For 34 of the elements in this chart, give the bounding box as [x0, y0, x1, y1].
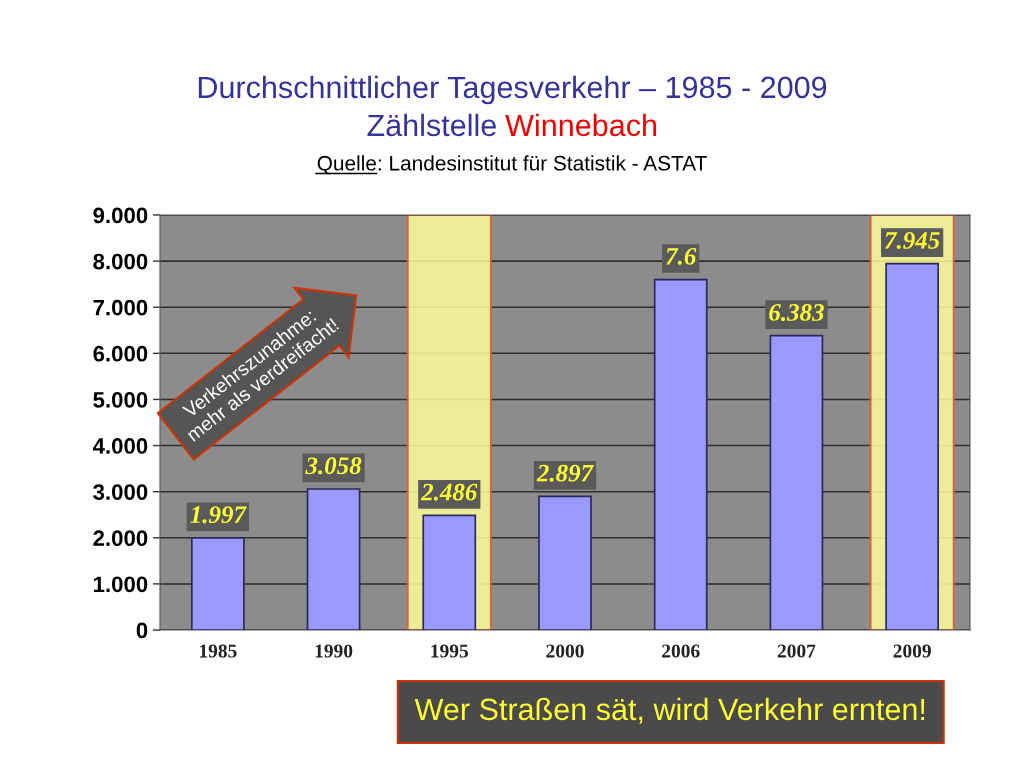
y-tick-label: 3.000 [93, 484, 148, 500]
y-tick-label: 4.000 [92, 438, 148, 454]
x-tick-label: 1985 [199, 644, 237, 658]
x-tick-label: 2000 [546, 644, 584, 658]
data-label: 1.997 [190, 506, 247, 524]
y-tick-label: 2.000 [93, 530, 148, 547]
x-tick-label: 1990 [315, 644, 353, 658]
bar [538, 495, 592, 630]
chart-title: Durchschnittlicher Tagesverkehr – 1985 - 2009 [198, 75, 827, 105]
bar [653, 278, 708, 630]
y-tick-label: 7.000 [93, 299, 148, 316]
data-label: 2.897 [536, 464, 594, 482]
y-tick-label: 1.000 [93, 576, 148, 593]
y-tick-label: 6.000 [93, 345, 148, 362]
y-tick-label: 0 [136, 622, 148, 639]
bar [190, 537, 245, 630]
y-tick-label: 8.000 [93, 253, 148, 270]
data-label: 7.6 [666, 247, 697, 265]
x-tick-label: 2009 [893, 644, 931, 658]
bar [306, 488, 361, 630]
chart-subtitle: Zählstelle Winnebach [367, 113, 657, 137]
y-tick-label: 5.000 [93, 391, 148, 408]
text: Wer Straßen sät, wird Verkehr ernten! [414, 697, 925, 724]
source-note: Quelle: Landesinstitut für Statistik - ASTAT [317, 155, 707, 175]
bar [769, 334, 824, 630]
y-tick-label: 9.000 [93, 207, 148, 224]
data-label: 2.486 [420, 483, 478, 501]
bar [422, 514, 477, 630]
x-tick-label: 2007 [777, 644, 816, 658]
x-tick-label: 1995 [431, 644, 469, 658]
data-label: 7.945 [885, 232, 940, 249]
data-label: 6.383 [769, 304, 824, 321]
data-label: 3.058 [305, 457, 362, 475]
x-tick-label: 2006 [662, 644, 700, 658]
